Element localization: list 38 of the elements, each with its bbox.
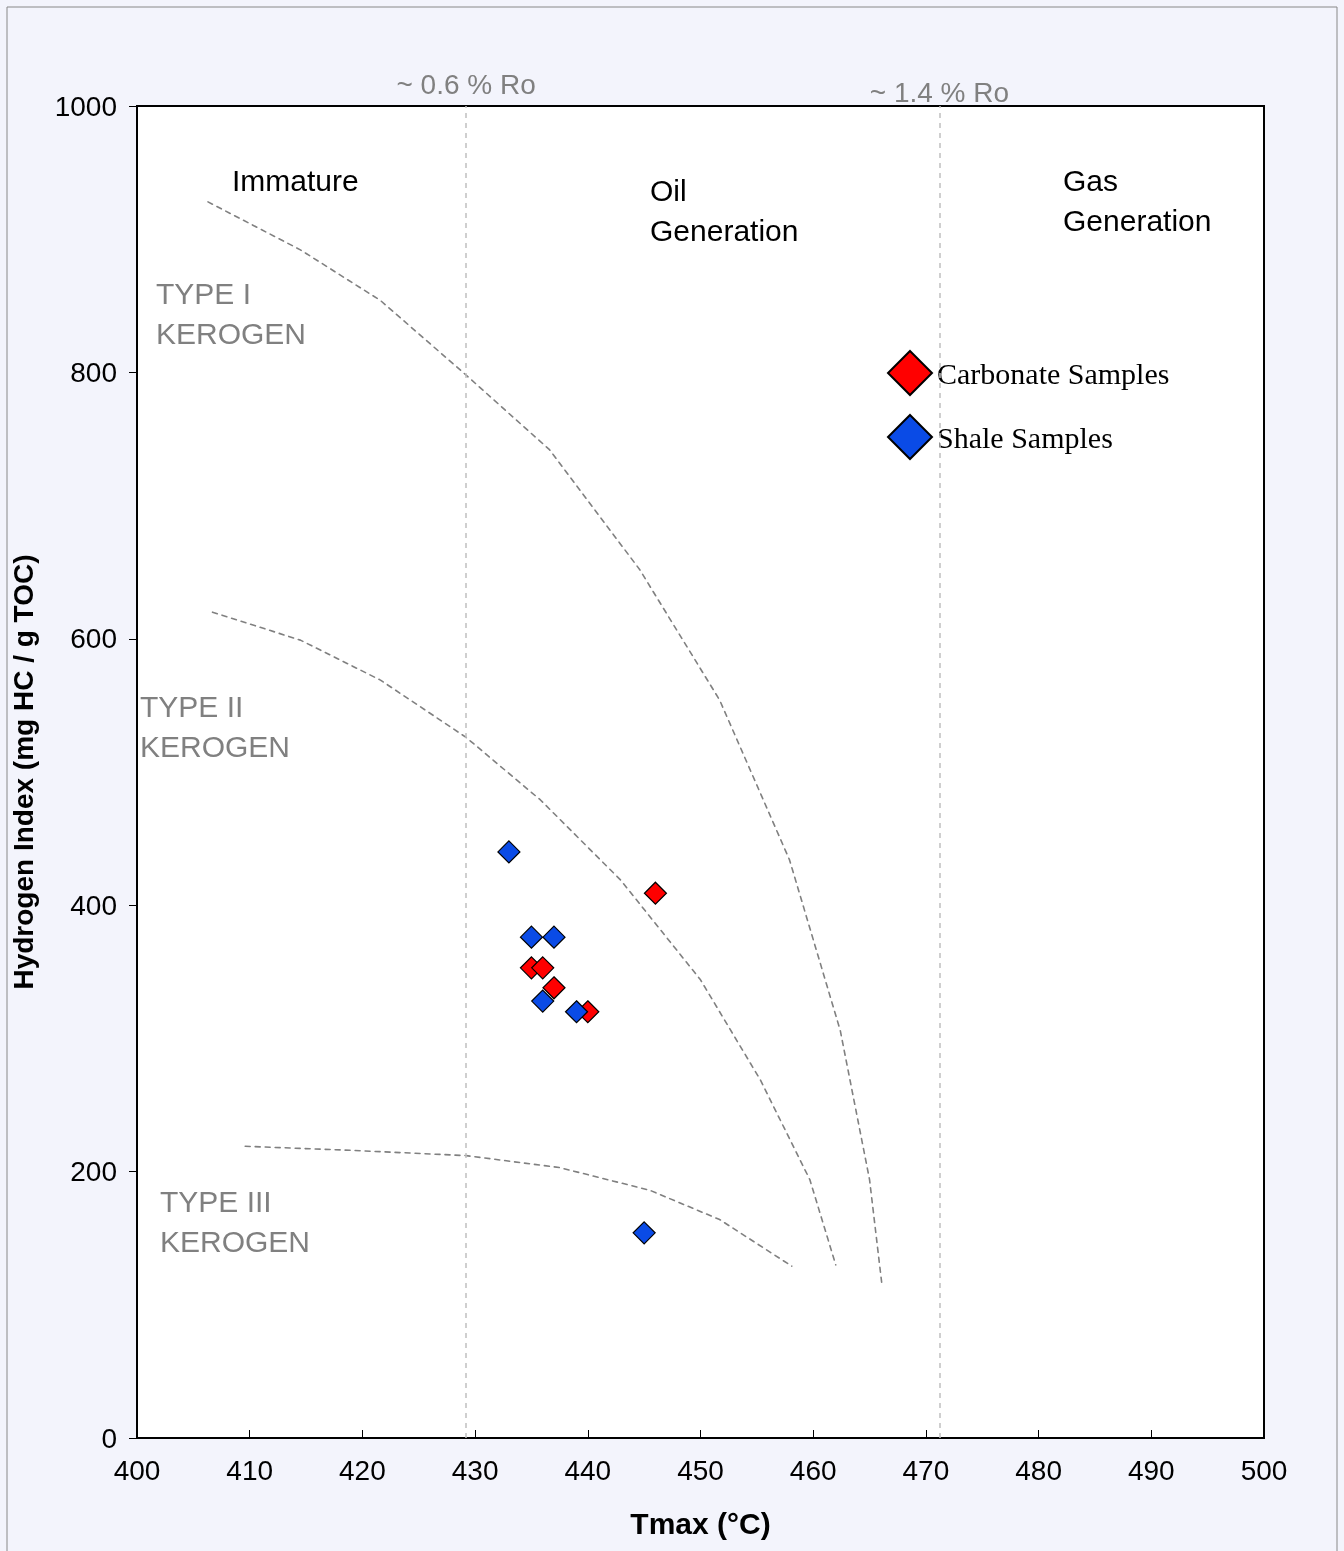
x-tick-label: 500 bbox=[1240, 1454, 1288, 1486]
x-tick-label: 410 bbox=[226, 1454, 274, 1486]
legend-label: Carbonate Samples bbox=[937, 356, 1170, 390]
annotation: Immature bbox=[232, 163, 359, 197]
annotation: TYPE III KEROGEN bbox=[160, 1184, 311, 1258]
annotation: TYPE I KEROGEN bbox=[156, 276, 307, 350]
y-tick-label: 0 bbox=[101, 1422, 117, 1454]
x-tick-label: 480 bbox=[1015, 1454, 1062, 1486]
legend-label: Shale Samples bbox=[937, 420, 1113, 454]
ref-line-label: ~ 0.6 % Ro bbox=[396, 68, 536, 100]
x-tick-label: 440 bbox=[564, 1454, 612, 1486]
x-tick-label: 460 bbox=[789, 1454, 837, 1486]
x-tick-label: 450 bbox=[677, 1454, 724, 1486]
point bbox=[643, 881, 668, 905]
annotation: TYPE II KEROGEN bbox=[140, 689, 291, 763]
y-tick-label: 1000 bbox=[54, 90, 117, 122]
annotation: Gas Generation bbox=[1063, 163, 1212, 237]
x-axis-title: Tmax (°C) bbox=[630, 1506, 771, 1540]
x-tick-label: 400 bbox=[113, 1454, 161, 1486]
x-tick-label: 420 bbox=[339, 1454, 386, 1486]
y-tick-label: 600 bbox=[70, 623, 117, 655]
y-tick-label: 200 bbox=[70, 1156, 117, 1188]
point bbox=[497, 840, 521, 864]
x-tick-label: 430 bbox=[451, 1454, 499, 1486]
ref-line-label: ~ 1.4 % Ro bbox=[869, 76, 1010, 108]
y-tick-label: 800 bbox=[70, 356, 117, 388]
point bbox=[564, 1000, 589, 1024]
x-tick-label: 470 bbox=[902, 1454, 950, 1486]
x-tick-label: 490 bbox=[1127, 1454, 1175, 1486]
point bbox=[542, 976, 566, 1000]
point bbox=[632, 1221, 656, 1245]
point bbox=[542, 925, 566, 949]
y-axis-title: Hydrogen Index (mg HC / g TOC) bbox=[7, 554, 39, 990]
point bbox=[519, 925, 544, 949]
point bbox=[531, 989, 555, 1013]
annotation: Oil Generation bbox=[650, 173, 799, 247]
point bbox=[531, 956, 555, 980]
y-tick-label: 400 bbox=[70, 889, 117, 921]
